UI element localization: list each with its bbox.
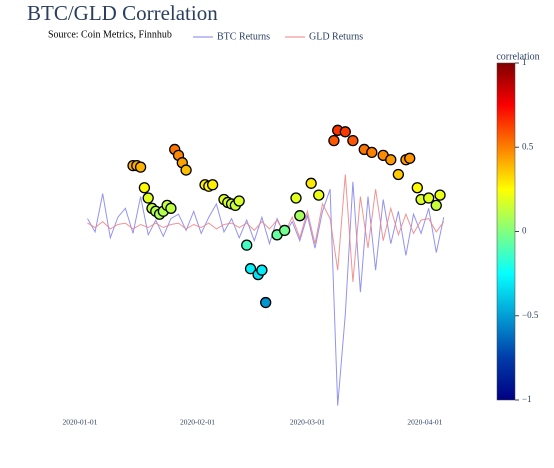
correlation-point <box>423 192 435 204</box>
colorbar <box>496 62 516 401</box>
legend-label: GLD Returns <box>309 31 363 42</box>
colorbar-tick-label: 0.5 <box>522 141 534 151</box>
correlation-point <box>385 154 397 166</box>
colorbar-tick-label: 0 <box>522 226 527 236</box>
correlation-point <box>165 202 177 214</box>
colorbar-title: correlation <box>496 51 539 62</box>
colorbar-tick-label: −0.5 <box>522 310 539 320</box>
return-line <box>87 174 445 282</box>
x-tick-label: 2020-02-01 <box>180 418 215 427</box>
correlation-point <box>392 168 405 181</box>
correlation-point <box>206 179 219 191</box>
correlation-point <box>244 263 257 275</box>
legend-label: BTC Returns <box>217 31 270 42</box>
colorbar-tick-label: 1 <box>522 57 527 67</box>
correlation-point <box>328 134 340 147</box>
correlation-point <box>294 210 306 222</box>
correlation-point <box>366 146 378 159</box>
correlation-point <box>233 195 245 207</box>
correlation-point <box>180 164 192 176</box>
correlation-point <box>134 161 147 173</box>
correlation-point <box>278 224 291 237</box>
correlation-point <box>411 182 423 194</box>
return-line <box>87 181 445 406</box>
chart-subtitle: Source: Coin Metrics, Finnhub <box>48 29 172 40</box>
correlation-point <box>404 152 416 164</box>
correlation-point <box>256 264 268 276</box>
correlation-point <box>313 189 325 201</box>
correlation-point <box>305 177 317 189</box>
correlation-point <box>138 182 151 194</box>
correlation-point <box>142 192 154 204</box>
correlation-point <box>260 296 272 309</box>
x-tick-label: 2020-03-01 <box>290 418 325 427</box>
x-tick-label: 2020-04-01 <box>407 418 442 427</box>
x-tick-label: 2020-01-01 <box>62 418 97 427</box>
chart-title: BTC/GLD Correlation <box>27 1 218 25</box>
correlation-point <box>241 239 253 251</box>
colorbar-tick-label: −1 <box>522 394 532 404</box>
correlation-point <box>290 192 302 204</box>
correlation-point <box>339 126 351 138</box>
correlation-point <box>430 199 442 212</box>
correlation-point <box>347 134 359 147</box>
correlation-point <box>434 189 446 201</box>
